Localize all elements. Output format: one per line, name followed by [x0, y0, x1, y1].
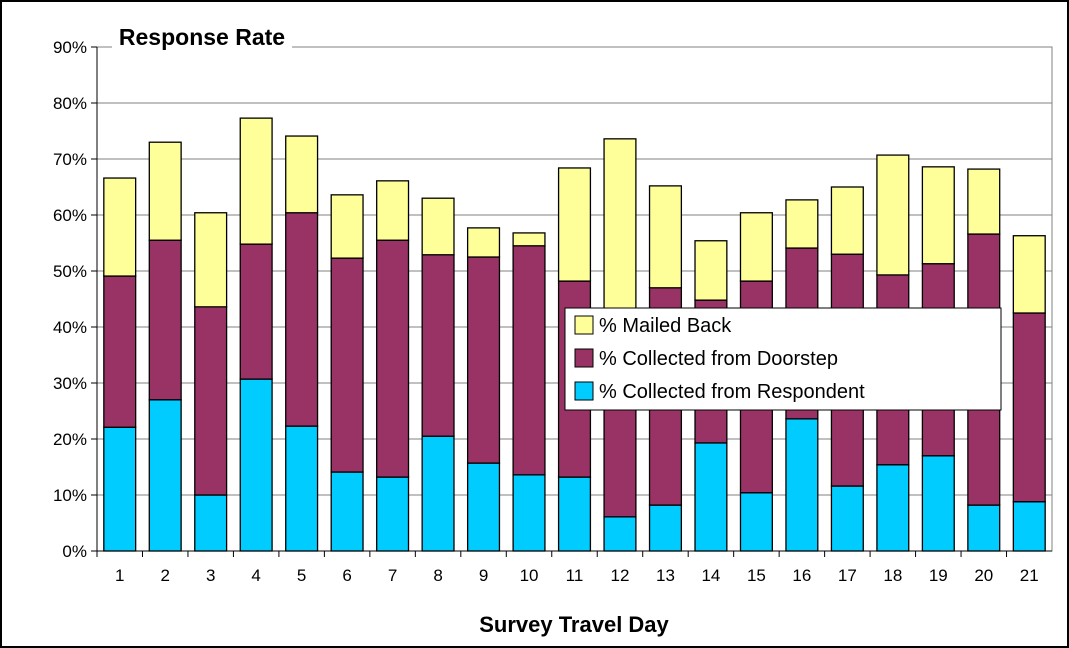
legend-swatch	[574, 381, 594, 401]
bar-segment	[103, 177, 137, 277]
x-tick-label: 12	[611, 566, 630, 585]
bar-segment	[830, 186, 864, 255]
bar-segment	[421, 197, 455, 256]
bar-segment	[648, 504, 683, 552]
bar-segment	[148, 239, 182, 401]
y-tick-label: 90%	[53, 38, 87, 57]
legend-label: % Collected from Respondent	[599, 381, 865, 403]
x-tick-label: 13	[656, 566, 675, 585]
bar-segment	[1012, 501, 1046, 552]
bar-segment	[967, 504, 1001, 552]
bar-segment	[285, 135, 319, 214]
x-tick-label: 7	[388, 566, 397, 585]
bar-segment	[512, 245, 546, 476]
bar-segment	[466, 227, 501, 258]
y-tick-label: 20%	[53, 430, 87, 449]
bar-segment	[921, 166, 955, 265]
bar-segment	[421, 435, 455, 552]
bar-segment	[148, 141, 182, 241]
bar-segment	[330, 257, 364, 473]
bar-segment	[239, 117, 273, 245]
x-tick-label: 9	[479, 566, 488, 585]
bar-segment	[239, 243, 273, 380]
bar-segment	[557, 476, 592, 552]
bar-segment	[876, 154, 910, 276]
bar-segment	[694, 240, 728, 301]
x-tick-label: 11	[566, 566, 584, 585]
y-tick-label: 80%	[53, 94, 87, 113]
y-tick-label: 70%	[53, 150, 87, 169]
x-tick-label: 18	[883, 566, 902, 585]
bar-segment	[103, 426, 137, 552]
x-tick-label: 15	[747, 566, 766, 585]
legend-box	[564, 307, 1002, 411]
bar-segment	[785, 199, 819, 249]
y-tick-label: 60%	[53, 206, 87, 225]
bar-segment	[194, 306, 228, 496]
bar-segment	[876, 464, 910, 552]
bar-segment	[557, 167, 592, 282]
bar-segment	[466, 462, 501, 552]
bar-segment	[376, 180, 410, 241]
x-tick-label: 6	[342, 566, 351, 585]
bar-segment	[466, 256, 501, 464]
bar-segment	[330, 471, 364, 552]
bar-segment	[421, 254, 455, 437]
bar-segment	[694, 442, 728, 552]
legend-swatch	[574, 315, 594, 335]
bar-segment	[376, 239, 410, 478]
bar-segment	[603, 138, 637, 328]
y-tick-label: 0%	[62, 542, 87, 561]
x-tick-label: 20	[974, 566, 993, 585]
legend-label: % Collected from Doorstep	[599, 348, 838, 370]
bar-segment	[512, 232, 546, 247]
bar-segment	[739, 492, 773, 552]
bar-segment	[376, 476, 410, 552]
bar-segment	[239, 378, 273, 552]
x-axis-title: Survey Travel Day	[479, 612, 669, 637]
bar-segment	[330, 194, 364, 259]
bar-segment	[103, 275, 137, 428]
bar-segment	[194, 494, 228, 552]
bar-segment	[194, 212, 228, 308]
bar-segment	[739, 212, 773, 282]
x-tick-label: 19	[929, 566, 948, 585]
bar-segment	[785, 418, 819, 552]
bar-segment	[603, 516, 637, 552]
y-tick-label: 30%	[53, 374, 87, 393]
x-tick-label: 8	[433, 566, 442, 585]
x-tick-label: 14	[701, 566, 720, 585]
x-tick-label: 21	[1020, 566, 1039, 585]
bar-segment	[830, 485, 864, 552]
bar-segment	[921, 455, 955, 552]
bar-segment	[967, 168, 1001, 235]
x-tick-label: 17	[838, 566, 857, 585]
y-tick-label: 10%	[53, 486, 87, 505]
x-tick-label: 2	[160, 566, 169, 585]
bar-segment	[285, 212, 319, 427]
bar-segment	[1012, 312, 1046, 503]
x-tick-label: 1	[115, 566, 124, 585]
chart-title: Response Rate	[112, 20, 292, 54]
y-tick-label: 40%	[53, 318, 87, 337]
x-tick-label: 10	[520, 566, 539, 585]
bar-segment	[1012, 235, 1046, 314]
y-tick-label: 50%	[53, 262, 87, 281]
x-tick-label: 16	[792, 566, 811, 585]
bar-segment	[285, 425, 319, 552]
x-tick-label: 5	[297, 566, 306, 585]
x-tick-label: 4	[251, 566, 260, 585]
legend-label: % Mailed Back	[599, 315, 732, 337]
legend-swatch	[574, 348, 594, 368]
x-tick-label: 3	[206, 566, 215, 585]
bar-segment	[512, 474, 546, 552]
bar-segment	[648, 185, 683, 289]
bar-segment	[148, 399, 182, 552]
